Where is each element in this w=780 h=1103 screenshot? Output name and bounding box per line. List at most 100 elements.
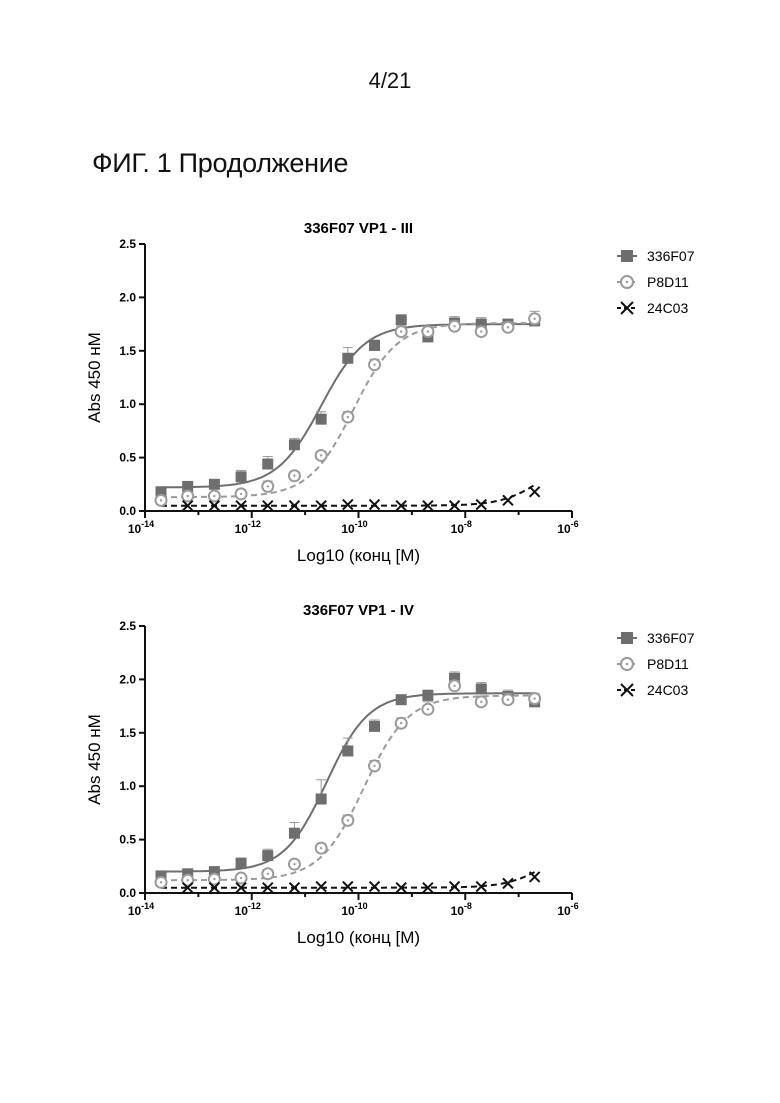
x-tick-label: 10-10	[341, 519, 367, 536]
marker-dot-P8D11	[453, 325, 455, 327]
chart-svg-2: 336F07 VP1 - IV0.00.51.01.52.02.510-1410…	[0, 587, 780, 967]
marker-336F07	[369, 340, 380, 351]
marker-336F07	[396, 694, 407, 705]
marker-24C03	[316, 882, 326, 892]
marker-dot-P8D11	[267, 873, 269, 875]
x-tick-label: 10-8	[451, 901, 472, 918]
chart-title: 336F07 VP1 - IV	[303, 602, 414, 619]
y-tick-label: 1.5	[119, 344, 136, 358]
marker-dot-P8D11	[160, 881, 162, 883]
marker-24C03	[530, 872, 540, 882]
y-tick-label: 2.5	[119, 619, 136, 633]
marker-dot-P8D11	[187, 495, 189, 497]
marker-dot-P8D11	[213, 495, 215, 497]
legend-label-336F07: 336F07	[647, 630, 695, 646]
x-tick-label: 10-6	[557, 519, 578, 536]
x-tick-label: 10-12	[235, 901, 261, 918]
marker-24C03	[289, 501, 299, 511]
marker-336F07	[289, 828, 300, 839]
legend-label-P8D11: P8D11	[647, 656, 689, 672]
figure-caption: ФИГ. 1 Продолжение	[92, 148, 348, 179]
marker-24C03	[343, 882, 353, 892]
fit-curve-336F07	[161, 693, 535, 871]
chart-panel-2: 336F07 VP1 - IV0.00.51.01.52.02.510-1410…	[0, 587, 780, 967]
marker-dot-P8D11	[320, 454, 322, 456]
chart-svg-1: 336F07 VP1 - III 0.0 0.5 1.0 1.5 2.0 2.5 10-14 1…	[0, 205, 780, 585]
marker-dot-P8D11	[187, 879, 189, 881]
fit-curve-P8D11	[161, 696, 535, 881]
y-axis-label: Abs 450 нМ	[85, 714, 104, 805]
marker-336F07	[316, 794, 327, 805]
y-axis-label: Abs 450 нМ	[85, 332, 104, 423]
marker-336F07	[262, 850, 273, 861]
marker-dot-P8D11	[453, 685, 455, 687]
legend-label-P8D11: P8D11	[647, 274, 689, 290]
marker-336F07	[422, 690, 433, 701]
y-tick-label: 0.5	[119, 833, 136, 847]
marker-336F07	[316, 414, 327, 425]
marker-dot-P8D11	[480, 330, 482, 332]
marker-dot-P8D11	[320, 847, 322, 849]
marker-24C03	[476, 500, 486, 510]
legend-marker-dot-P8D11	[626, 663, 629, 666]
marker-dot-P8D11	[293, 863, 295, 865]
x-tick-label: 10-6	[557, 901, 578, 918]
marker-336F07	[342, 745, 353, 756]
y-tick-label: 2.0	[119, 672, 136, 686]
x-tick-label: 10-8	[451, 519, 472, 536]
marker-336F07	[396, 314, 407, 325]
marker-dot-P8D11	[400, 330, 402, 332]
marker-dot-P8D11	[213, 878, 215, 880]
x-tick-label: 10-14	[128, 519, 154, 536]
marker-dot-P8D11	[347, 819, 349, 821]
x-tick-label: 10-12	[235, 519, 261, 536]
y-tick-label: 2.0	[119, 290, 136, 304]
legend-label-24C03: 24C03	[647, 300, 688, 316]
marker-24C03	[343, 500, 353, 510]
legend-marker-336F07	[621, 250, 633, 262]
legend-label-336F07: 336F07	[647, 248, 695, 264]
chart-title: 336F07 VP1 - III	[304, 220, 413, 237]
marker-24C03	[289, 883, 299, 893]
marker-336F07	[369, 721, 380, 732]
marker-dot-P8D11	[160, 499, 162, 501]
marker-dot-P8D11	[427, 708, 429, 710]
marker-dot-P8D11	[240, 877, 242, 879]
y-tick-label: 0.0	[119, 504, 136, 518]
y-tick-label: 1.0	[119, 779, 136, 793]
marker-336F07	[236, 858, 247, 869]
chart-panel-1: 336F07 VP1 - III 0.0 0.5 1.0 1.5 2.0 2.5 10-14 1…	[0, 205, 780, 585]
marker-336F07	[262, 459, 273, 470]
marker-336F07	[236, 471, 247, 482]
marker-24C03	[530, 487, 540, 497]
marker-336F07	[342, 353, 353, 364]
legend-label-24C03: 24C03	[647, 682, 688, 698]
page-number: 4/21	[0, 68, 780, 94]
x-tick-label: 10-10	[341, 901, 367, 918]
marker-dot-P8D11	[240, 493, 242, 495]
y-tick-label: 0.5	[119, 451, 136, 465]
marker-24C03	[370, 882, 380, 892]
marker-24C03	[503, 495, 513, 505]
marker-dot-P8D11	[347, 416, 349, 418]
marker-dot-P8D11	[427, 330, 429, 332]
marker-dot-P8D11	[373, 765, 375, 767]
marker-dot-P8D11	[507, 698, 509, 700]
marker-dot-P8D11	[480, 701, 482, 703]
marker-dot-P8D11	[533, 697, 535, 699]
legend-marker-dot-P8D11	[626, 281, 629, 284]
y-tick-label: 1.5	[119, 726, 136, 740]
marker-dot-P8D11	[293, 475, 295, 477]
y-tick-label: 2.5	[119, 237, 136, 251]
marker-dot-P8D11	[507, 326, 509, 328]
legend-marker-336F07	[621, 632, 633, 644]
y-tick-label: 1.0	[119, 397, 136, 411]
marker-dot-P8D11	[267, 485, 269, 487]
marker-dot-P8D11	[400, 722, 402, 724]
y-tick-label: 0.0	[119, 886, 136, 900]
marker-dot-P8D11	[533, 318, 535, 320]
x-axis-label: Log10 (конц [M)	[297, 928, 420, 947]
x-axis-label: Log10 (конц [M)	[297, 546, 420, 565]
marker-336F07	[476, 684, 487, 695]
marker-336F07	[289, 439, 300, 450]
